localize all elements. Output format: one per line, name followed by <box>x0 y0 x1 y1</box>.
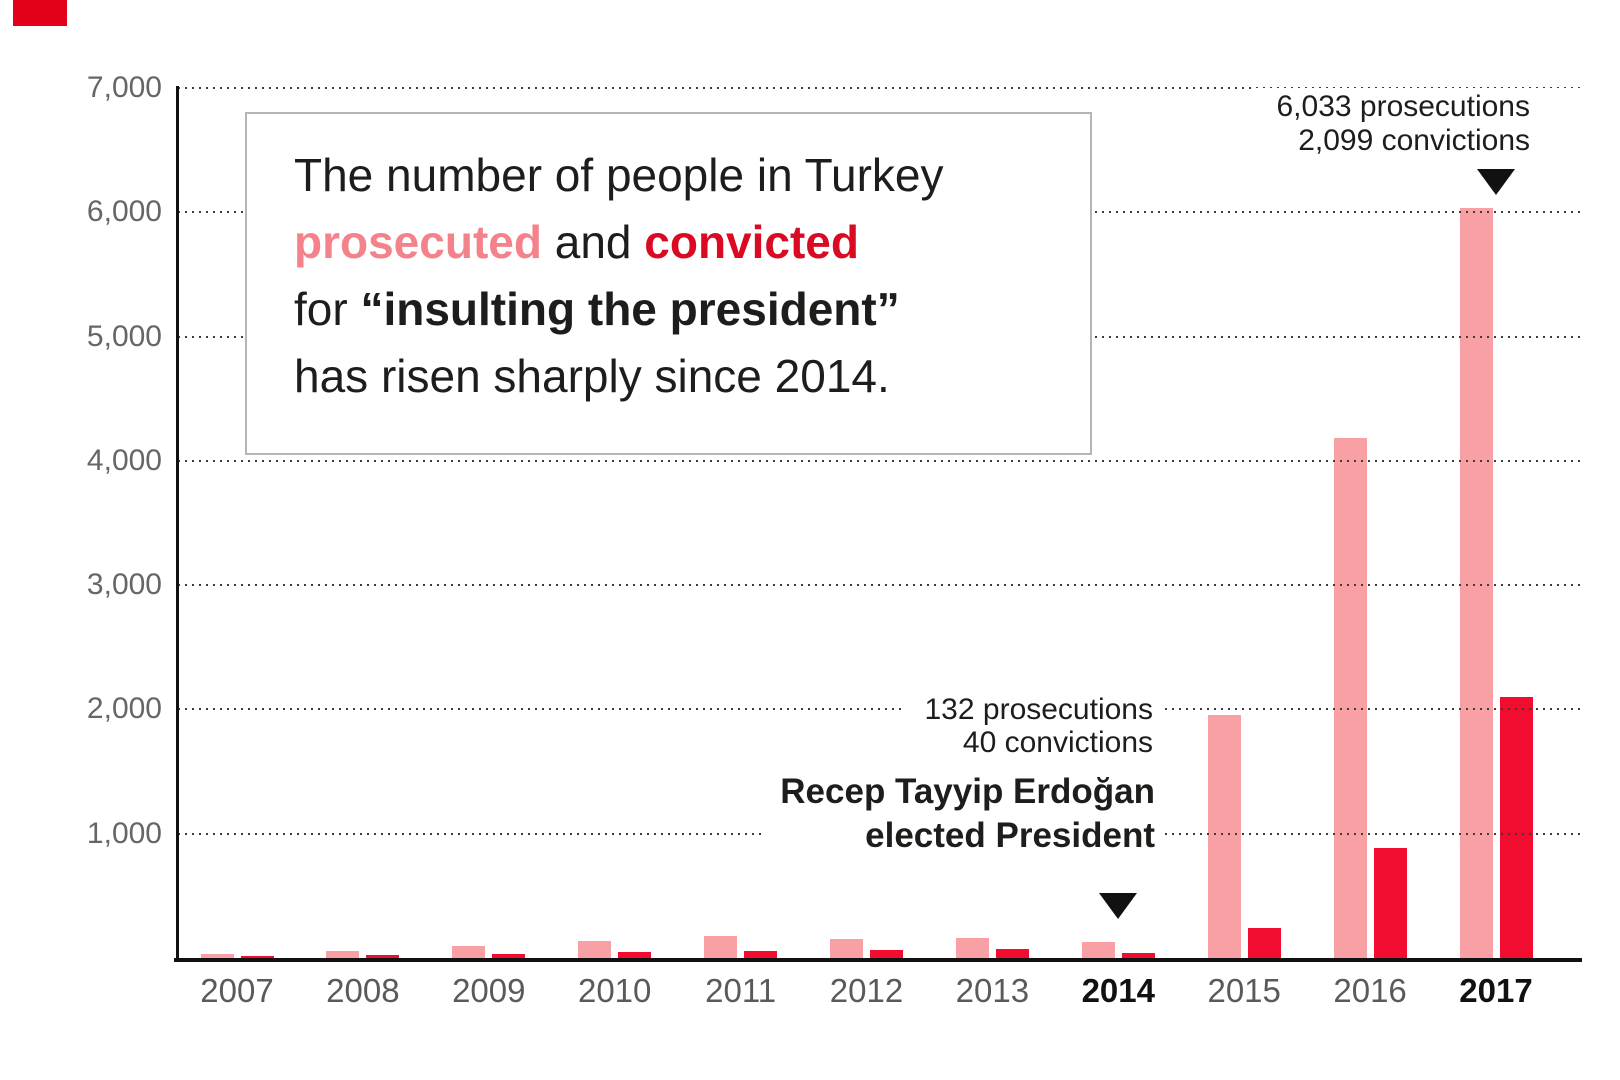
x-axis-label-2017: 2017 <box>1459 972 1533 1009</box>
prosecutions-bar-2010 <box>578 940 612 958</box>
convictions-bar-2014 <box>1121 953 1155 958</box>
convictions-bar-2008 <box>366 954 400 958</box>
title-line-2: prosecuted and convicted <box>294 209 1080 276</box>
annotation-erdogan-line2: elected President <box>865 816 1155 855</box>
x-axis-label-2009: 2009 <box>452 972 526 1009</box>
convictions-bar-2015 <box>1247 928 1281 958</box>
annotation-erdogan-line1: Recep Tayyip Erdoğan <box>780 772 1155 811</box>
annotation-erdogan-elected: Recep Tayyip Erdoğan elected President <box>765 768 1160 862</box>
gridline-7,000 <box>178 87 1582 89</box>
title-word-and: and <box>541 216 645 268</box>
prosecutions-bar-2015 <box>1207 715 1241 958</box>
title-word-for: for <box>294 283 361 335</box>
x-axis-label-2007: 2007 <box>200 972 274 1009</box>
y-axis-label-2,000: 2,000 <box>86 692 162 726</box>
prosecutions-bar-2016 <box>1333 437 1367 958</box>
x-axis-label-2008: 2008 <box>326 972 400 1009</box>
brand-red-chip <box>13 0 67 26</box>
y-axis-label-3,000: 3,000 <box>86 568 162 602</box>
title-word-convicted: convicted <box>644 216 859 268</box>
annotation-2014-prosecutions: 132 prosecutions <box>924 693 1154 726</box>
x-axis-baseline <box>174 958 1582 962</box>
y-axis-label-5,000: 5,000 <box>86 319 162 353</box>
chart-title-box: The number of people in Turkey prosecute… <box>245 112 1092 455</box>
y-axis-line <box>176 86 179 960</box>
triangle-marker-2014-icon <box>1099 893 1137 919</box>
x-axis-label-2013: 2013 <box>955 972 1030 1009</box>
x-axis-label-2015: 2015 <box>1207 972 1281 1009</box>
x-axis-label-2016: 2016 <box>1333 972 1407 1009</box>
convictions-bar-2017 <box>1499 697 1533 958</box>
annotation-2014-values: 132 prosecutions 40 convictions <box>905 691 1160 763</box>
convictions-bar-2007 <box>240 956 274 958</box>
prosecutions-bar-2007 <box>200 953 234 958</box>
triangle-marker-2017-icon <box>1477 169 1515 195</box>
prosecutions-bar-2012 <box>830 938 863 958</box>
y-axis-label-7,000: 7,000 <box>86 71 162 104</box>
title-quote-insulting-the-president: “insulting the president” <box>360 283 900 335</box>
prosecutions-bar-2011 <box>704 936 738 958</box>
convictions-bar-2011 <box>744 950 778 958</box>
convictions-bar-2013 <box>995 949 1029 958</box>
convictions-bar-2016 <box>1373 848 1407 958</box>
prosecutions-bar-2009 <box>452 945 486 958</box>
annotation-2017-convictions: 2,099 convictions <box>1298 124 1530 157</box>
gridline-3,000 <box>178 584 1582 587</box>
annotation-2017-prosecutions: 6,033 prosecutions <box>1276 90 1530 123</box>
convictions-bar-2010 <box>618 952 652 958</box>
x-axis-label-2014: 2014 <box>1081 972 1155 1009</box>
gridline-2,000 <box>178 708 1582 711</box>
x-axis-label-2010: 2010 <box>577 972 652 1009</box>
y-axis-label-1,000: 1,000 <box>86 816 162 850</box>
prosecutions-bar-2017 <box>1459 208 1493 958</box>
x-axis-label-2012: 2012 <box>829 972 904 1009</box>
title-line-1: The number of people in Turkey <box>294 149 944 201</box>
gridline-4,000 <box>178 459 1582 462</box>
title-word-prosecuted: prosecuted <box>294 216 542 268</box>
convictions-bar-2012 <box>870 949 903 958</box>
annotation-2014-convictions: 40 convictions <box>962 726 1153 759</box>
y-axis-label-6,000: 6,000 <box>86 195 162 229</box>
x-axis-label-2011: 2011 <box>705 972 777 1009</box>
title-line-4: has risen sharply since 2014. <box>294 350 890 402</box>
prosecutions-bar-2013 <box>955 938 989 958</box>
y-axis-label-4,000: 4,000 <box>86 443 162 477</box>
annotation-2017-values: 6,033 prosecutions 2,099 convictions <box>1255 88 1582 162</box>
prosecutions-bar-2014 <box>1081 941 1115 958</box>
title-line-3: for “insulting the president” <box>294 276 1080 343</box>
convictions-bar-2009 <box>492 953 526 958</box>
prosecutions-bar-2008 <box>326 951 360 958</box>
